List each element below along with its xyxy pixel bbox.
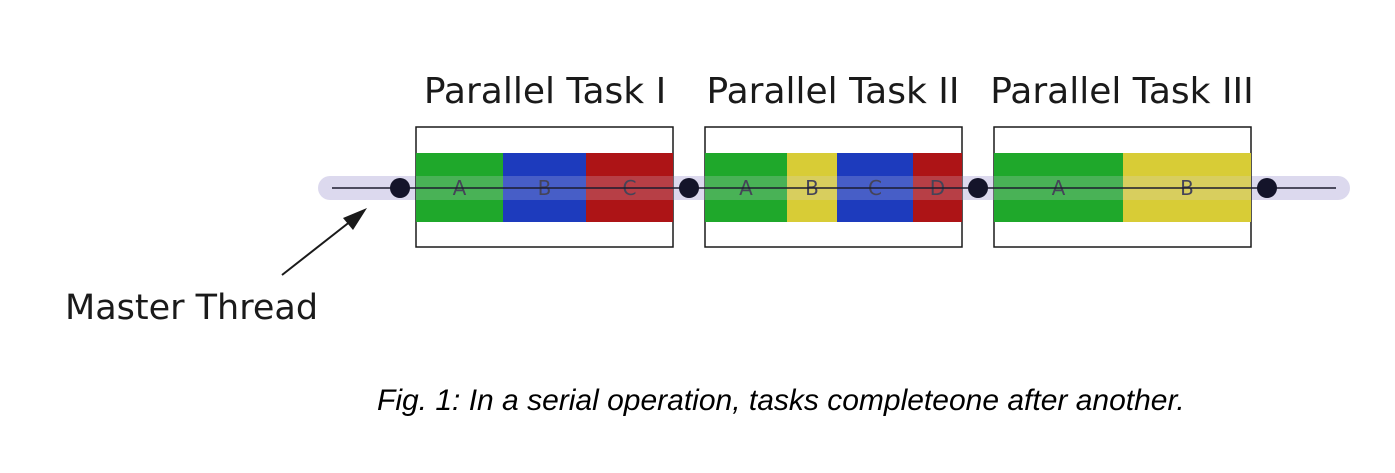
sync-node	[679, 178, 699, 198]
master-thread-label: Master Thread	[65, 288, 318, 328]
figure-caption: Fig. 1: In a serial operation, tasks com…	[377, 384, 1185, 417]
task-title: Parallel Task I	[424, 71, 666, 112]
task-title: Parallel Task III	[990, 71, 1254, 112]
task-title: Parallel Task II	[707, 71, 960, 112]
sync-node	[968, 178, 988, 198]
sync-nodes	[390, 178, 1277, 198]
arrow-shaft	[281, 216, 357, 276]
arrow-head	[343, 208, 367, 230]
master-thread-arrow	[281, 208, 367, 276]
sync-node	[1257, 178, 1277, 198]
sync-node	[390, 178, 410, 198]
